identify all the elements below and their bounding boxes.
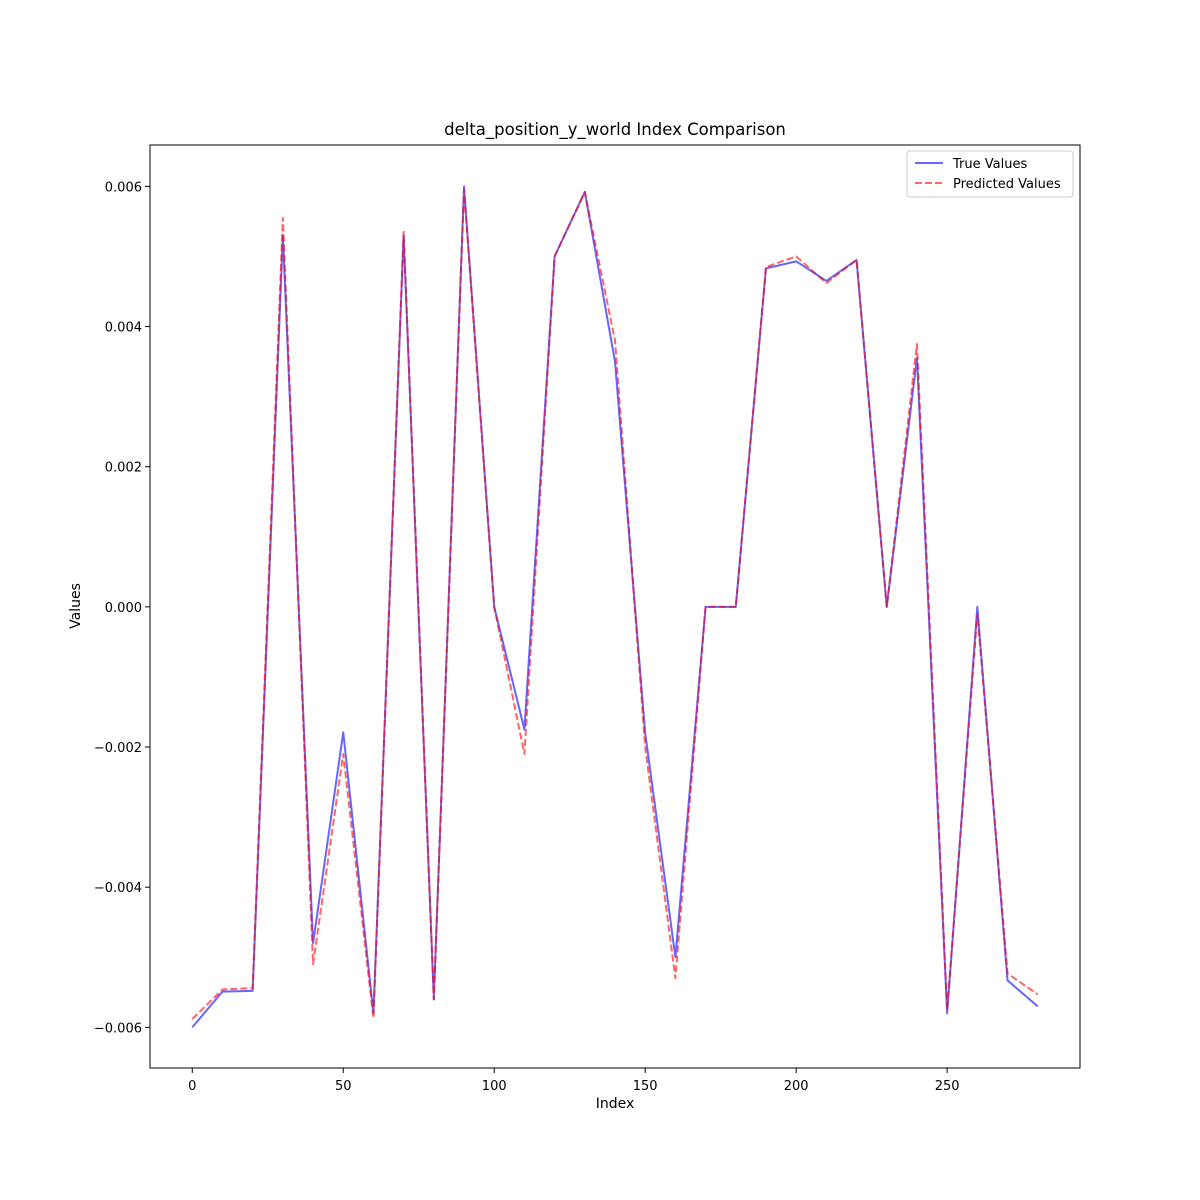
y-tick-label: −0.006 [94, 1021, 142, 1036]
series-layer [191, 185, 1039, 1028]
y-axis: −0.006 −0.004 −0.002 0.000 0.002 0.004 0.006 [94, 180, 150, 1036]
x-tick-label: 150 [633, 1079, 658, 1094]
x-tick-label: 50 [335, 1079, 352, 1094]
x-tick-label: 0 [188, 1079, 196, 1094]
x-axis: 0 50 100 150 200 250 [188, 1068, 960, 1094]
y-tick-label: −0.002 [94, 741, 142, 756]
series-line-true-values [191, 185, 1039, 1028]
legend-box [906, 150, 1074, 198]
plot-frame [149, 144, 1081, 1069]
y-axis-label: Values [68, 583, 84, 629]
x-tick-label: 250 [935, 1079, 960, 1094]
legend: True Values Predicted Values [906, 150, 1074, 198]
y-tick-label: 0.004 [105, 321, 142, 336]
y-tick-label: 0.006 [105, 180, 142, 195]
y-tick-label: −0.004 [94, 881, 142, 896]
y-tick-label: 0.000 [105, 601, 142, 616]
legend-label-predicted: Predicted Values [953, 177, 1061, 192]
y-tick-label: 0.002 [105, 461, 142, 476]
x-tick-label: 200 [784, 1079, 809, 1094]
chart-title: delta_position_y_world Index Comparison [444, 120, 786, 140]
x-axis-label: Index [596, 1096, 635, 1112]
series-line-predicted-values [191, 188, 1039, 1020]
legend-label-true: True Values [952, 157, 1027, 172]
x-tick-label: 100 [482, 1079, 507, 1094]
